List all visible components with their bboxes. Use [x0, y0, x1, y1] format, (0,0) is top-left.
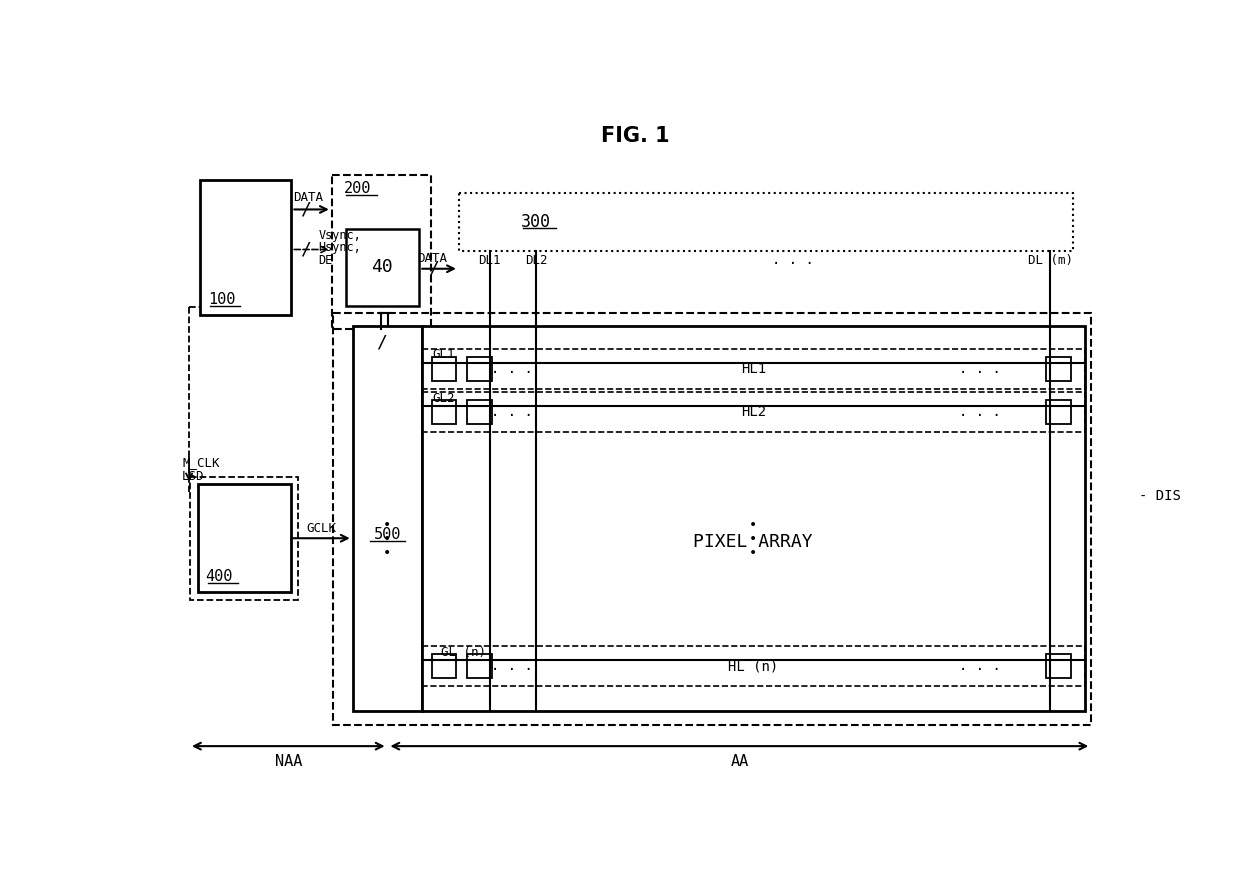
Bar: [432, 357, 456, 381]
Text: 500: 500: [373, 527, 402, 541]
Text: . . .: . . .: [771, 253, 813, 268]
Text: HL2: HL2: [740, 405, 766, 419]
Bar: [467, 400, 492, 425]
Bar: [423, 646, 1085, 686]
Text: 100: 100: [208, 292, 236, 307]
Text: /: /: [300, 201, 311, 219]
Bar: [1047, 357, 1071, 381]
Bar: [1047, 400, 1071, 425]
Text: 300: 300: [521, 213, 552, 231]
Text: Hsync,: Hsync,: [319, 242, 361, 254]
Text: GL1: GL1: [433, 349, 455, 361]
Text: . . .: . . .: [960, 659, 1002, 673]
Text: PIXEL ARRAY: PIXEL ARRAY: [693, 533, 813, 551]
Text: . . .: . . .: [960, 362, 1002, 376]
Bar: [432, 400, 456, 425]
Text: DATA: DATA: [293, 192, 322, 204]
Text: DE: DE: [319, 253, 332, 267]
Text: LSD: LSD: [182, 470, 205, 483]
Text: - DIS: - DIS: [1140, 489, 1182, 503]
Text: •: •: [383, 532, 392, 546]
Bar: [352, 326, 423, 712]
Bar: [334, 313, 1091, 725]
Text: /: /: [428, 260, 439, 277]
Text: . . .: . . .: [491, 405, 532, 419]
Text: . . .: . . .: [491, 659, 532, 673]
Bar: [459, 194, 1074, 251]
Text: 200: 200: [345, 181, 372, 196]
Bar: [1047, 654, 1071, 679]
Text: AA: AA: [730, 754, 749, 769]
Bar: [200, 180, 291, 315]
Bar: [197, 484, 290, 592]
Text: NAA: NAA: [274, 754, 303, 769]
Text: HL (n): HL (n): [728, 659, 779, 673]
Text: •: •: [749, 532, 758, 546]
Text: DATA: DATA: [418, 252, 448, 265]
Text: M_CLK: M_CLK: [182, 457, 219, 469]
Text: DL2: DL2: [525, 253, 548, 267]
Text: GCLK: GCLK: [306, 523, 336, 535]
Text: •: •: [383, 518, 392, 533]
Text: 400: 400: [206, 569, 233, 584]
Text: /: /: [300, 241, 311, 259]
Bar: [467, 357, 492, 381]
Text: •: •: [749, 518, 758, 533]
Text: DL (m): DL (m): [1028, 253, 1073, 267]
Text: Vsync,: Vsync,: [319, 229, 361, 242]
Bar: [332, 175, 432, 329]
Bar: [423, 326, 1085, 712]
Text: HL1: HL1: [740, 362, 766, 376]
Text: . . .: . . .: [960, 405, 1002, 419]
Bar: [467, 654, 492, 679]
Text: FIG. 1: FIG. 1: [601, 127, 670, 146]
Text: GL2: GL2: [433, 392, 455, 405]
Text: DL1: DL1: [479, 253, 501, 267]
Text: 40: 40: [371, 258, 393, 277]
Text: •: •: [383, 546, 392, 560]
Bar: [423, 349, 1085, 389]
Bar: [346, 228, 419, 306]
Bar: [190, 476, 299, 599]
Bar: [432, 654, 456, 679]
Bar: [423, 392, 1085, 432]
Text: GL (n): GL (n): [441, 646, 486, 658]
Text: /: /: [376, 334, 387, 351]
Text: •: •: [749, 546, 758, 560]
Text: . . .: . . .: [491, 362, 532, 376]
